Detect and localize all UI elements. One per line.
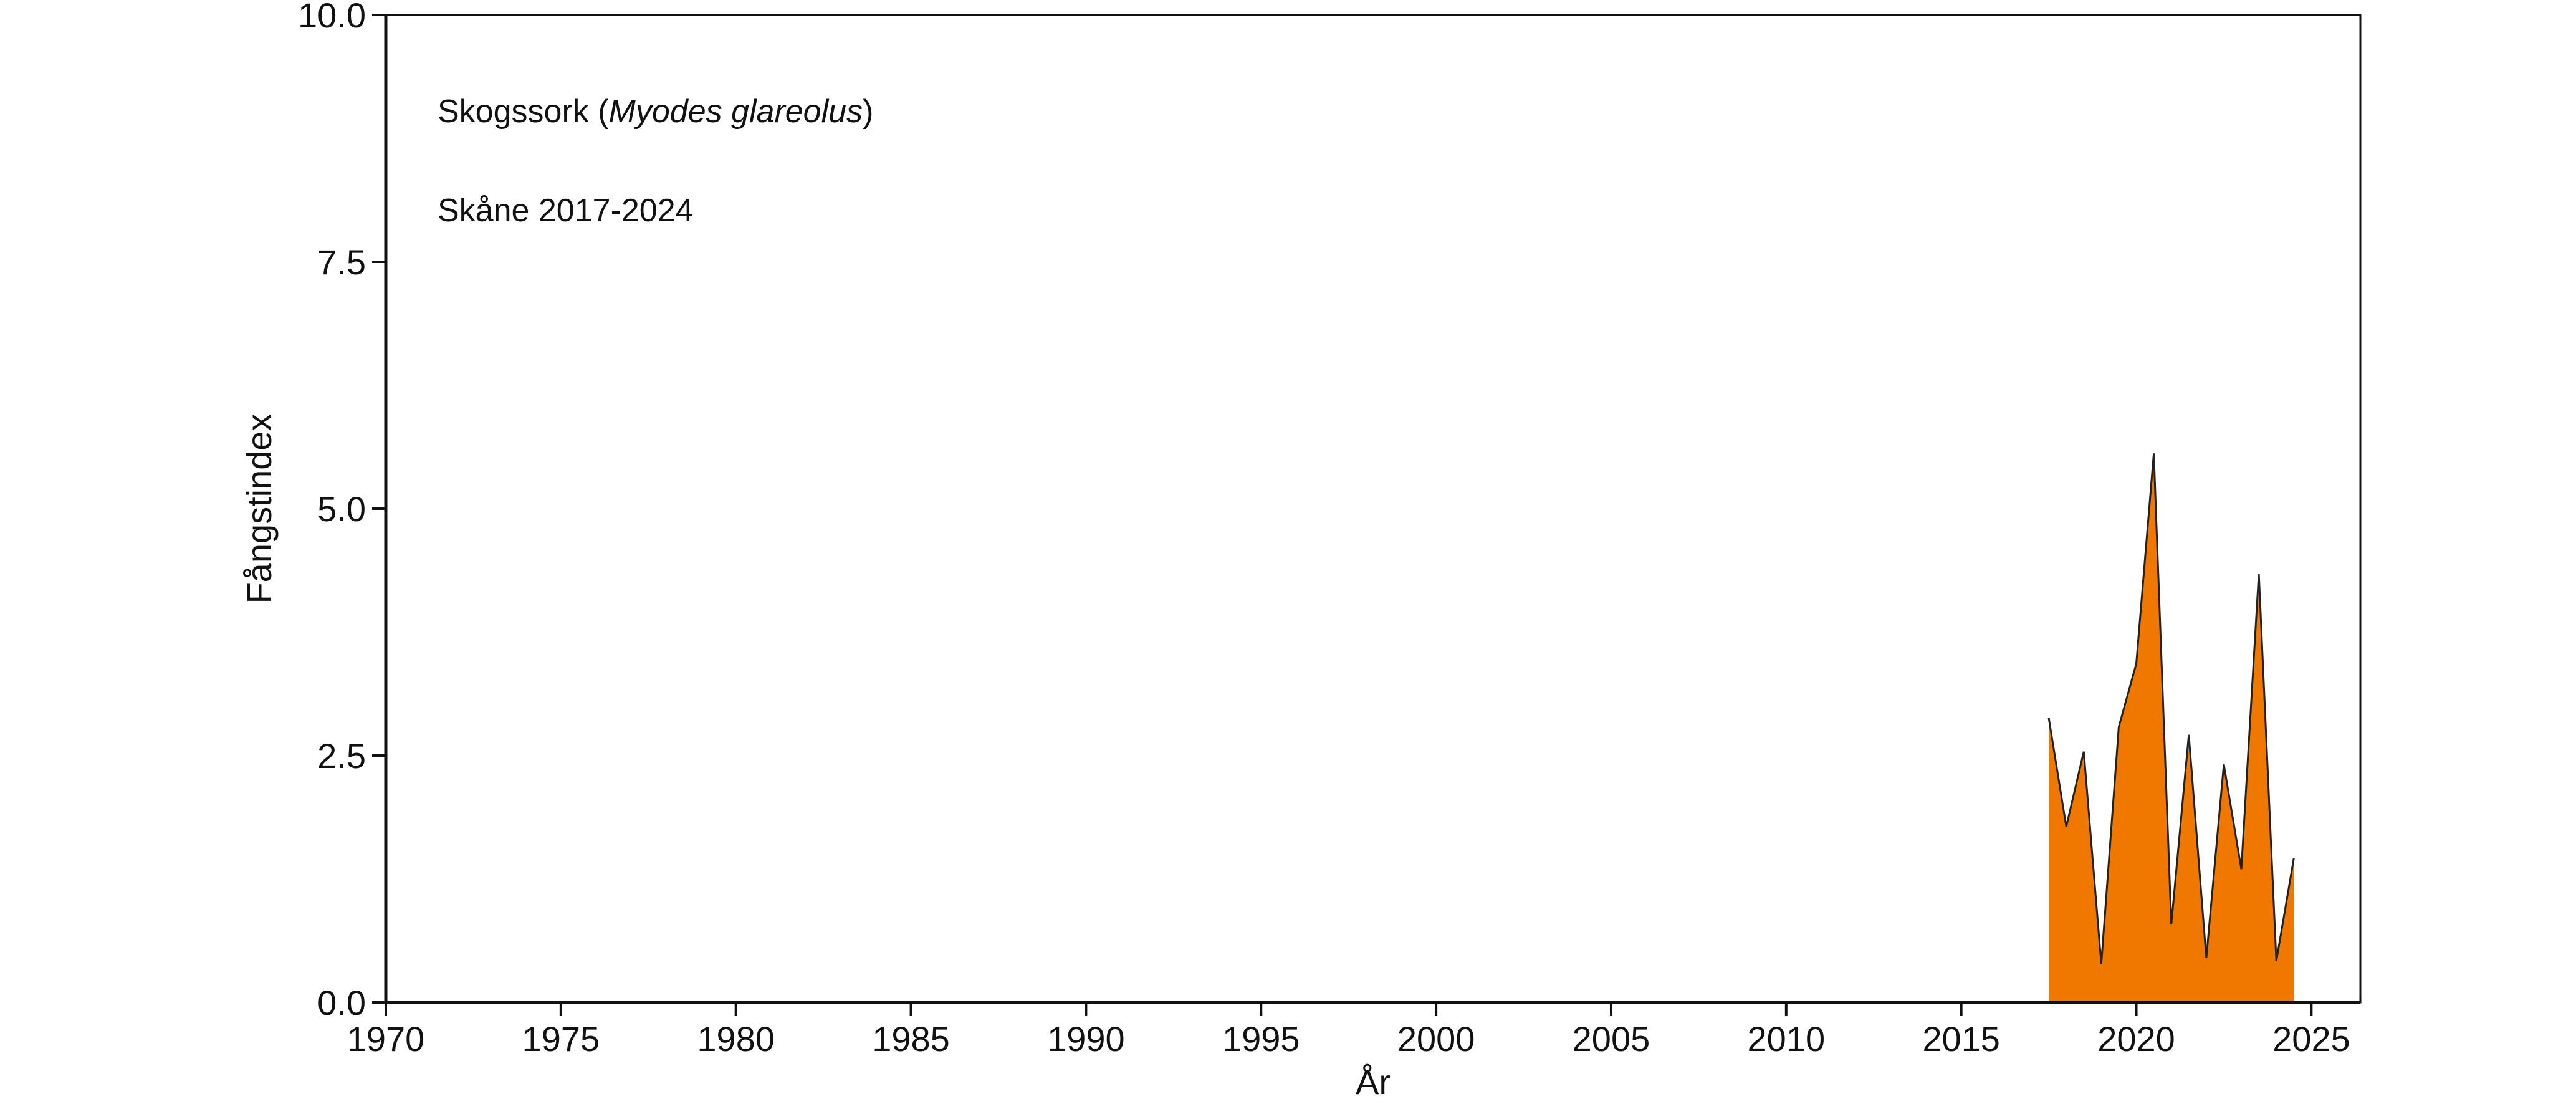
x-tick-label: 1975 [522,1019,600,1058]
title-text: ) [863,94,873,130]
y-axis-label: Fångstindex [239,413,279,603]
chart-title: Skogssork (Myodes glareolus) [438,94,873,130]
y-tick-label: 7.5 [317,242,366,282]
title-text: Skogssork ( [438,94,609,130]
x-tick-label: 1970 [347,1019,425,1058]
x-tick-label: 1980 [697,1019,775,1058]
x-tick-label: 1985 [872,1019,950,1058]
x-axis-label: År [1356,1062,1391,1102]
area [2049,453,2294,1002]
title-species: Myodes glareolus [609,94,863,130]
y-tick-label: 10.0 [298,0,366,35]
x-tick-label: 1990 [1047,1019,1125,1058]
y-tick-label: 2.5 [317,736,366,775]
x-tick-label: 1995 [1222,1019,1300,1058]
y-tick-label: 0.0 [317,983,366,1022]
x-tick-label: 2025 [2272,1019,2350,1058]
x-tick-label: 2015 [1922,1019,2000,1058]
line [2047,453,2295,964]
x-tick-label: 2020 [2097,1019,2175,1058]
y-tick-label: 5.0 [317,489,366,529]
x-tick-label: 2010 [1748,1019,1826,1058]
x-tick-label: 2005 [1573,1019,1650,1058]
chart-subtitle: Skåne 2017-2024 [438,193,694,229]
x-tick-label: 2000 [1397,1019,1475,1058]
